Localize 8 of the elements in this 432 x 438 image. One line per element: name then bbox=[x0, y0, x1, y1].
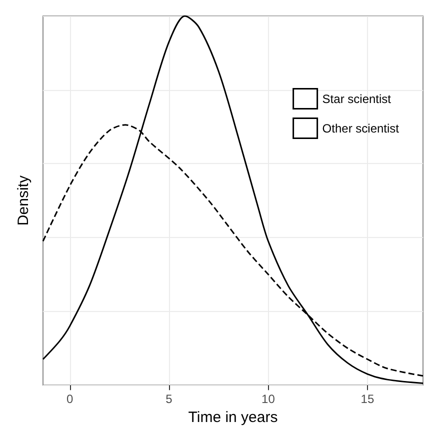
y-axis-title: Density bbox=[15, 175, 32, 226]
x-tick-label: 10 bbox=[262, 392, 276, 406]
legend-label: Star scientist bbox=[322, 92, 392, 106]
x-tick-label: 5 bbox=[166, 392, 173, 406]
x-axis-title: Time in years bbox=[188, 409, 278, 426]
x-tick-label: 0 bbox=[66, 392, 74, 406]
legend-label: Other scientist bbox=[322, 121, 400, 136]
x-tick-label: 15 bbox=[360, 392, 374, 406]
